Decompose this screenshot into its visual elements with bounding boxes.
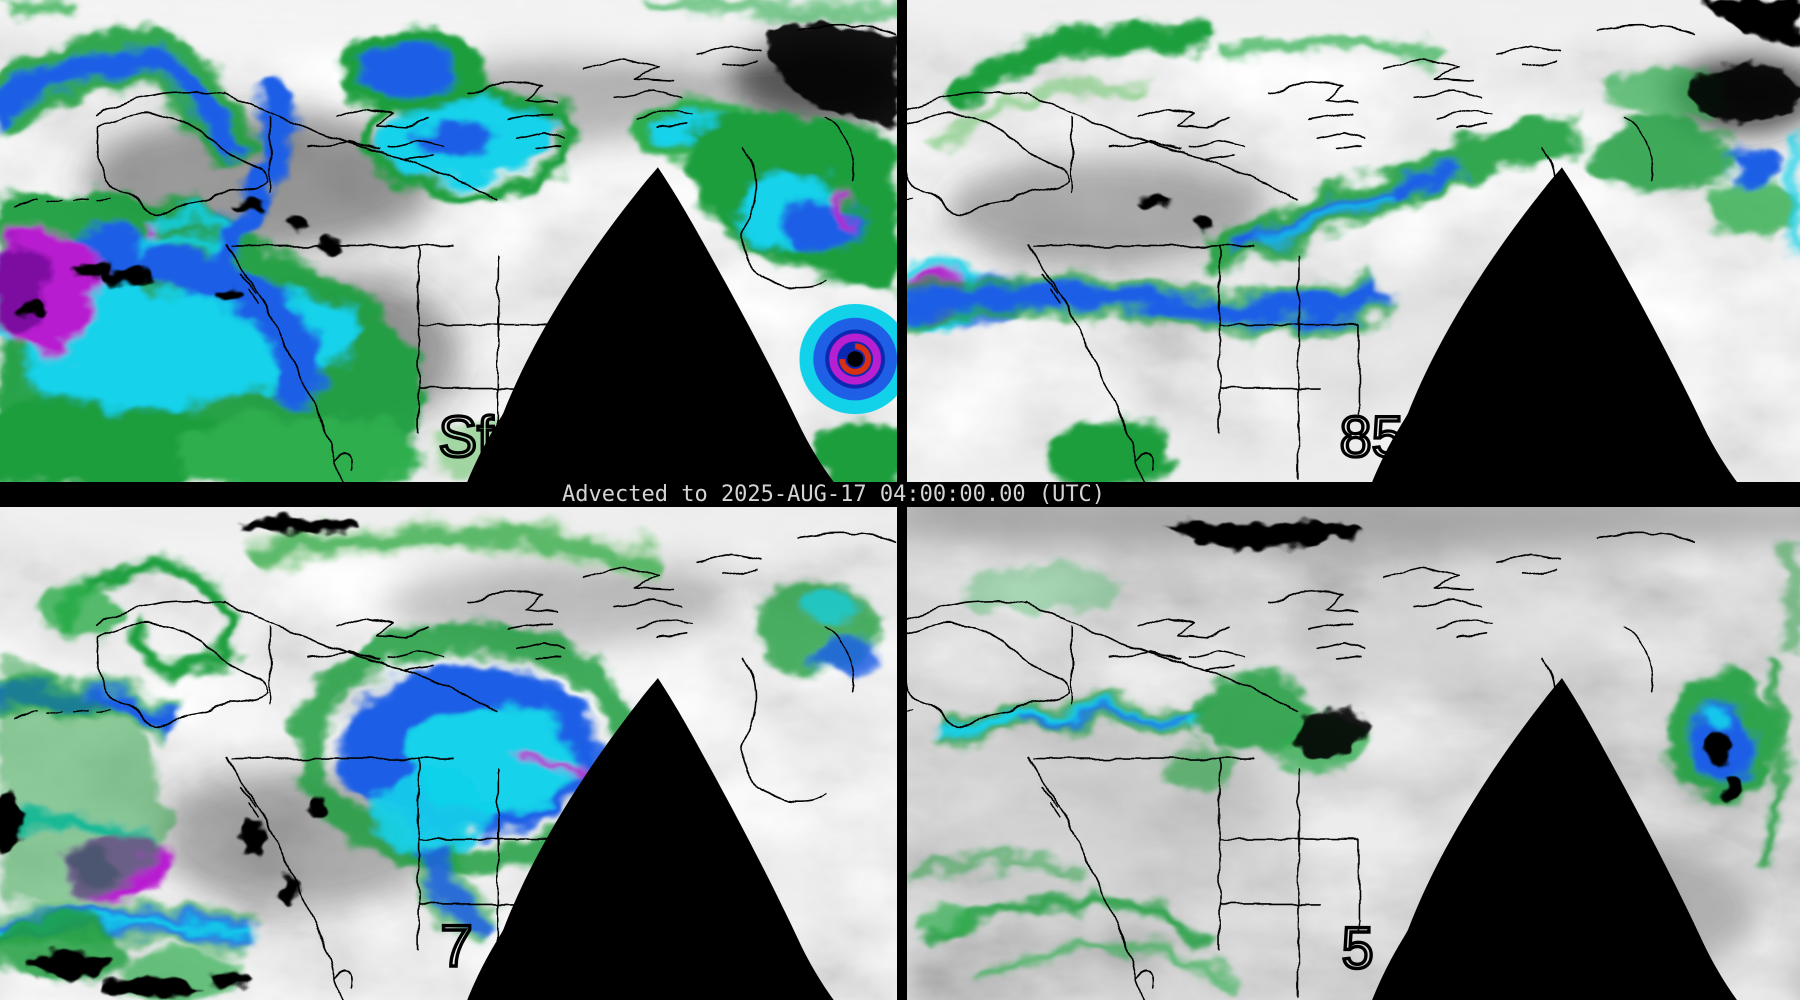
land-black-patches xyxy=(15,23,897,318)
land-black-patches xyxy=(1164,522,1743,803)
panel-top-right: 85 xyxy=(907,0,1800,482)
panel-top-left: Sf xyxy=(0,0,897,482)
panel-bottom-left: 7 xyxy=(0,507,897,1000)
land-black-patches xyxy=(1137,0,1800,230)
panel-bottom-right: 5 xyxy=(907,507,1800,1000)
panel-label: 7 xyxy=(441,914,473,979)
moisture-plumes xyxy=(907,23,1800,482)
caption-bar: Advected to 2025-AUG-17 04:00:00.00 (UTC… xyxy=(0,482,1800,507)
advected-timestamp: Advected to 2025-AUG-17 04:00:00.00 (UTC… xyxy=(562,482,1106,507)
cyclone-swirl xyxy=(799,303,897,415)
panel-label: 5 xyxy=(1342,916,1374,980)
land-black-patches xyxy=(0,517,359,998)
